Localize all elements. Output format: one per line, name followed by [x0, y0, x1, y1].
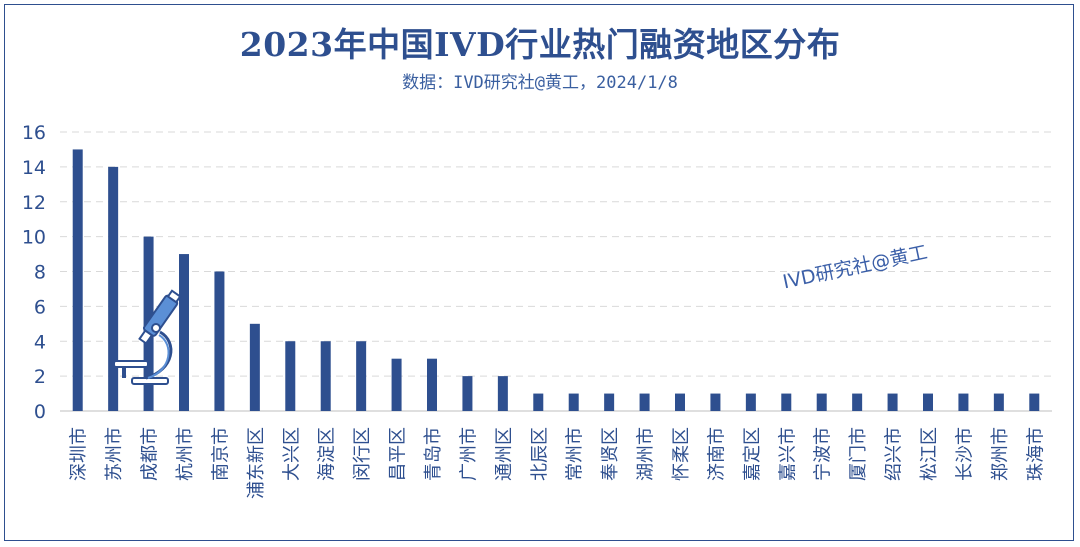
bar: [923, 393, 933, 411]
bar: [320, 341, 331, 411]
x-tick-label: 成都市: [140, 427, 161, 481]
x-tick-label: 南京市: [210, 427, 231, 481]
bar: [781, 393, 792, 411]
x-tick-label: 杭州市: [175, 427, 196, 481]
bar: [108, 166, 119, 411]
bar: [179, 254, 189, 411]
x-tick-label: 奉贤区: [600, 427, 621, 481]
bar: [214, 271, 225, 411]
bar: [497, 376, 508, 411]
x-tick-label: 昌平区: [388, 427, 409, 481]
bar: [887, 393, 898, 411]
x-tick-label: 通州区: [494, 427, 515, 481]
x-tick-label: 厦门市: [848, 427, 869, 481]
bar: [745, 393, 756, 411]
x-tick-label: 济南市: [706, 427, 727, 481]
bar: [604, 393, 615, 411]
bar: [427, 358, 437, 411]
bar: [816, 393, 827, 411]
x-tick-label: 长沙市: [954, 427, 975, 481]
x-tick-label: 郑州市: [990, 427, 1011, 481]
x-tick-label: 绍兴市: [884, 427, 905, 481]
bar: [852, 393, 863, 411]
x-tick-label: 宁波市: [813, 427, 834, 481]
bar: [356, 341, 367, 411]
x-tick-label: 大兴区: [281, 427, 302, 481]
y-tick-label: 16: [22, 122, 46, 144]
y-tick-label: 8: [34, 262, 46, 284]
x-tick-label: 珠海市: [1025, 427, 1046, 481]
bar: [249, 323, 260, 411]
chart-subtitle: 数据：IVD研究社@黄工，2024/1/8: [402, 73, 678, 93]
bar: [1029, 393, 1040, 411]
bar: [710, 393, 721, 411]
y-tick-label: 14: [22, 157, 46, 179]
x-tick-label: 青岛市: [423, 427, 444, 481]
chart-title: 2023年中国IVD行业热门融资地区分布: [239, 25, 841, 64]
y-tick-label: 0: [34, 401, 46, 423]
x-tick-label: 北辰区: [529, 427, 550, 481]
bar: [462, 376, 473, 411]
x-tick-label: 松江区: [919, 427, 940, 481]
y-tick-label: 6: [34, 296, 46, 318]
bar: [639, 393, 650, 411]
x-tick-label: 闵行区: [352, 427, 373, 481]
bar: [568, 393, 579, 411]
x-tick-label: 深圳市: [69, 427, 90, 481]
bar: [958, 393, 969, 411]
bar: [285, 341, 296, 411]
y-tick-label: 4: [34, 331, 46, 353]
bar: [533, 393, 544, 411]
x-tick-label: 常州市: [565, 427, 586, 481]
y-tick-label: 2: [34, 366, 46, 388]
chart-frame: [4, 4, 1074, 541]
x-tick-label: 嘉兴市: [777, 427, 798, 481]
x-tick-label: 海淀区: [317, 427, 338, 481]
bar: [675, 393, 685, 411]
x-tick-label: 湖州市: [636, 427, 657, 481]
bar: [391, 358, 402, 411]
x-tick-label: 怀柔区: [671, 427, 692, 481]
x-tick-label: 苏州市: [104, 427, 125, 481]
y-tick-label: 10: [22, 227, 46, 249]
microscope-icon: [113, 289, 182, 385]
x-tick-label: 浦东新区: [246, 427, 267, 499]
y-tick-label: 12: [22, 192, 46, 214]
x-tick-label: 嘉定区: [742, 427, 763, 481]
bar: [993, 393, 1004, 411]
x-tick-label: 广州市: [458, 427, 479, 481]
bar: [72, 149, 83, 411]
